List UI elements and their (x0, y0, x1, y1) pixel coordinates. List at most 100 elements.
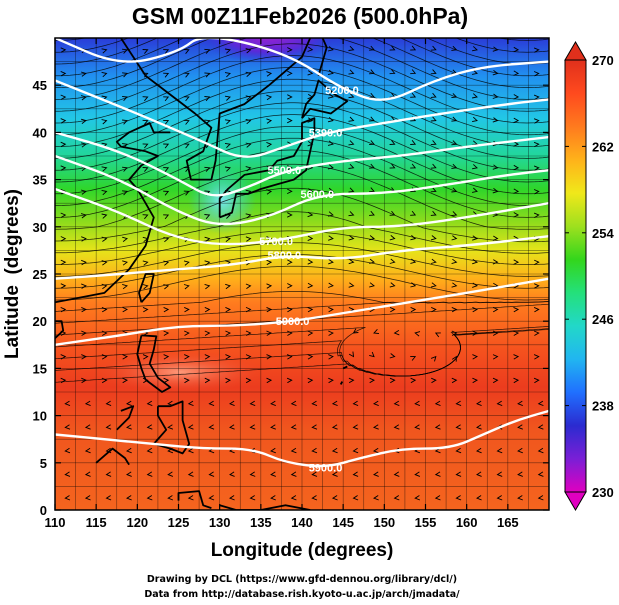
flow-arrow (60, 306, 67, 313)
streamline (55, 90, 549, 159)
flow-arrow (533, 47, 540, 53)
flow-arrow (287, 212, 293, 218)
flow-arrow (331, 495, 338, 501)
flow-arrow (204, 48, 211, 54)
flow-arrow (328, 235, 334, 241)
flow-arrow (373, 400, 379, 407)
flow-arrow (537, 471, 544, 477)
flow-arrow (492, 377, 499, 384)
flow-arrow (328, 282, 334, 288)
flow-arrow (373, 471, 379, 477)
colorbar-tick-label: 270 (592, 53, 614, 68)
flow-arrow (533, 212, 540, 218)
streamline (55, 326, 549, 383)
y-tick-label: 30 (33, 220, 47, 235)
flow-arrow (184, 377, 190, 384)
flow-arrow (60, 141, 67, 148)
flow-arrow (163, 306, 170, 313)
trough-shading (188, 166, 256, 234)
flow-arrow (389, 210, 396, 216)
flow-arrow (307, 117, 314, 123)
colorbar-tick-label: 254 (592, 226, 614, 241)
flow-arrow (373, 495, 379, 501)
flow-arrow (105, 471, 112, 477)
flow-arrow (472, 187, 478, 193)
x-tick-label: 140 (291, 515, 313, 530)
streamline (42, 453, 50, 454)
flow-arrow (513, 164, 520, 171)
flow-arrow (513, 330, 520, 336)
flow-arrow (352, 424, 359, 430)
colorbar: 230 238 246 254 262 270 (564, 41, 614, 511)
flow-arrow (389, 163, 396, 169)
streamline (42, 430, 50, 431)
flow-arrow (183, 72, 190, 78)
flow-arrow (348, 187, 355, 193)
flow-arrow (410, 69, 417, 75)
flow-arrow (307, 259, 314, 265)
x-axis: 110 115 120 125 130 135 140 145 150 155 160 165 (45, 38, 519, 530)
streamline (55, 211, 549, 254)
flow-arrow (307, 306, 314, 313)
flow-arrow (348, 45, 355, 51)
flow-arrow (245, 236, 252, 242)
flow-arrow (249, 471, 256, 477)
colorbar-tick-label: 262 (592, 139, 614, 154)
flow-arrow (393, 330, 400, 336)
flow-arrow (533, 118, 540, 124)
flow-arrow (60, 165, 67, 171)
flow-arrow (517, 471, 523, 477)
flow-arrow (122, 306, 128, 313)
streamline (55, 55, 549, 124)
flow-arrow (451, 306, 458, 313)
flow-arrow (245, 95, 252, 101)
coastline (301, 79, 349, 119)
flow-arrow (513, 70, 520, 76)
coastline (136, 334, 172, 393)
x-tick-label: 125 (168, 515, 190, 530)
flow-arrow (455, 424, 462, 430)
coastline (339, 381, 344, 385)
flow-arrow (208, 424, 215, 430)
x-tick-label: 145 (332, 515, 354, 530)
flow-arrow (352, 495, 359, 501)
flow-arrow (472, 235, 479, 241)
streamline (55, 291, 549, 312)
flow-arrow (451, 377, 458, 384)
x-axis-label: Longitude (degrees) (211, 540, 394, 561)
flow-arrow (245, 377, 252, 384)
flow-arrow (389, 258, 396, 264)
y-axis-label: Latitude (degrees) (2, 189, 23, 359)
flow-arrow (245, 330, 252, 336)
flow-arrow (492, 188, 499, 194)
flow-arrow (476, 471, 482, 477)
flow-arrow (389, 235, 396, 241)
flow-arrow (348, 163, 355, 169)
flow-arrow (290, 400, 297, 407)
flow-arrow (496, 495, 503, 501)
flow-arrow (126, 495, 132, 501)
flow-arrow (101, 119, 108, 125)
flow-arrow (81, 354, 87, 360)
flow-arrow (163, 96, 170, 102)
flow-arrow (513, 306, 520, 313)
flow-arrow (266, 259, 273, 266)
flow-arrow (60, 354, 67, 360)
flow-arrow (307, 188, 314, 194)
flow-arrow (476, 400, 482, 407)
flow-arrow (163, 49, 170, 54)
flow-arrow (492, 354, 499, 360)
flow-arrow (204, 214, 211, 220)
flow-arrow (266, 71, 273, 77)
streamline (55, 329, 549, 377)
flow-arrow (328, 306, 334, 313)
flow-arrow (513, 141, 520, 147)
flow-arrow (537, 447, 544, 454)
flow-arrow (492, 235, 499, 241)
flow-arrow (348, 282, 355, 288)
flow-arrow (472, 282, 479, 288)
lat-lon-grid (55, 38, 549, 510)
flow-arrow (286, 330, 293, 336)
flow-arrow (266, 94, 273, 101)
flow-arrow (451, 187, 458, 193)
